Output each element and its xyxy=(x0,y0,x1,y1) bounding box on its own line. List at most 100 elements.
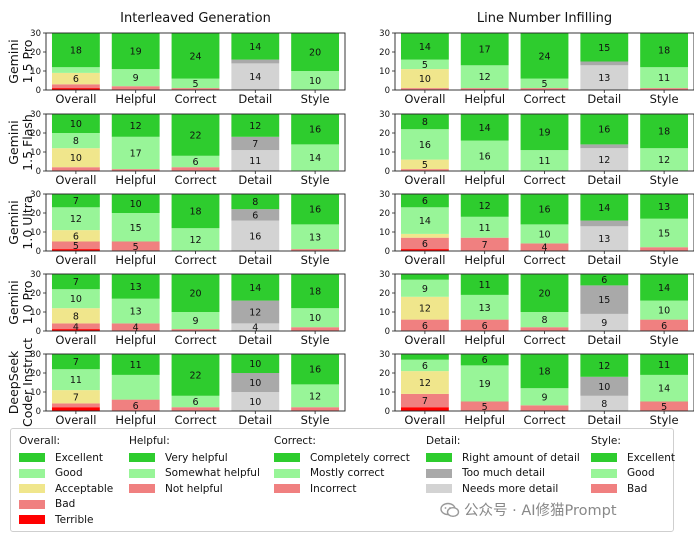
legend-swatch xyxy=(274,468,300,478)
data-label: 5 xyxy=(192,79,198,90)
data-label: 15 xyxy=(130,223,142,234)
data-label: 10 xyxy=(309,76,321,87)
bar-segment xyxy=(51,403,100,408)
data-label: 20 xyxy=(538,289,550,300)
data-label: 16 xyxy=(309,125,321,136)
data-label: 22 xyxy=(189,370,201,381)
data-label: 14 xyxy=(249,72,261,83)
bar-segment xyxy=(51,148,100,168)
bar-segment xyxy=(400,279,449,297)
legend-label: Bad xyxy=(627,482,648,495)
bar-segment xyxy=(291,224,340,250)
x-tick-label: Correct xyxy=(175,173,217,187)
bar-segment xyxy=(51,289,100,309)
bar-segment xyxy=(640,274,689,301)
data-label: 12 xyxy=(70,214,82,225)
x-tick-label: Overall xyxy=(55,253,96,267)
data-label: 7 xyxy=(73,357,79,368)
legend-label: Good xyxy=(627,467,655,480)
legend-item: Needs more detail xyxy=(426,481,580,497)
bar-segment xyxy=(171,114,220,156)
y-tick-label: 0 xyxy=(385,407,390,417)
data-label: 14 xyxy=(249,42,261,53)
data-label: 10 xyxy=(130,199,142,210)
bar-segment xyxy=(640,33,689,68)
bar-segment xyxy=(51,308,100,324)
bar-segment xyxy=(111,69,160,87)
bar-segment xyxy=(520,312,569,328)
bar-segment xyxy=(51,249,100,251)
bar-segment xyxy=(460,194,509,217)
bar-segment xyxy=(520,194,569,225)
x-tick-label: Helpful xyxy=(464,333,505,347)
data-label: 8 xyxy=(601,399,607,410)
data-label: 9 xyxy=(133,73,139,84)
bar-segment xyxy=(640,354,689,375)
legend-item: Excellent xyxy=(591,450,675,466)
data-label: 8 xyxy=(73,311,79,322)
x-tick-label: Overall xyxy=(404,333,445,347)
bar-segment xyxy=(51,133,100,149)
bar-segment xyxy=(171,33,220,79)
data-label: 11 xyxy=(658,360,670,371)
y-tick-label: 20 xyxy=(379,289,390,299)
bar-segment xyxy=(231,392,280,411)
bar-segment xyxy=(400,237,449,250)
data-label: 12 xyxy=(309,391,321,402)
bar-segment xyxy=(520,388,569,406)
bar-segment xyxy=(231,194,280,210)
bar-segment xyxy=(51,390,100,404)
x-tick-label: Detail xyxy=(238,92,272,106)
legend-item: Acceptable xyxy=(19,481,113,497)
x-tick-label: Detail xyxy=(587,253,621,267)
bar-segment xyxy=(400,233,449,238)
x-tick-label: Correct xyxy=(524,92,566,106)
y-tick-label: 0 xyxy=(36,407,41,417)
legend-group-title: Helpful: xyxy=(129,435,170,447)
y-tick-label: 20 xyxy=(30,209,41,219)
data-label: 10 xyxy=(249,359,261,370)
bar-segment xyxy=(51,407,100,411)
data-label: 14 xyxy=(419,42,431,53)
bar-segment xyxy=(291,144,340,171)
y-tick-label: 10 xyxy=(30,67,41,77)
bar-segment xyxy=(580,144,629,149)
data-label: 6 xyxy=(133,401,139,412)
data-label: 10 xyxy=(249,378,261,389)
y-tick-label: 0 xyxy=(385,327,390,337)
data-label: 10 xyxy=(419,74,431,85)
y-tick-label: 30 xyxy=(379,350,390,360)
data-label: 20 xyxy=(189,289,201,300)
bar-segment xyxy=(171,155,220,168)
data-label: 14 xyxy=(479,123,491,134)
bar-segment xyxy=(111,274,160,299)
bar-segment xyxy=(51,207,100,231)
bar-segment xyxy=(231,300,280,324)
bar-segment xyxy=(51,88,100,90)
data-label: 12 xyxy=(419,378,431,389)
x-tick-label: Helpful xyxy=(115,173,156,187)
data-label: 4 xyxy=(73,322,79,333)
data-label: 6 xyxy=(422,196,428,207)
legend-item: Very helpful xyxy=(129,450,260,466)
row-label-line: Gemini xyxy=(6,120,21,164)
data-label: 6 xyxy=(252,210,258,221)
x-tick-label: Correct xyxy=(175,413,217,427)
x-tick-label: Style xyxy=(301,333,330,347)
bar-segment xyxy=(51,241,100,250)
data-label: 18 xyxy=(309,287,321,298)
y-tick-label: 30 xyxy=(379,110,390,120)
legend-item: Somewhat helpful xyxy=(129,466,260,482)
row-label-line: DeepSeek xyxy=(6,350,21,414)
bar-segment xyxy=(171,329,220,331)
legend-item: Terrible xyxy=(19,512,113,528)
data-label: 18 xyxy=(658,127,670,138)
bar-segment xyxy=(580,61,629,66)
row-label-line: Gemini xyxy=(6,280,21,324)
data-label: 15 xyxy=(598,43,610,54)
data-label: 19 xyxy=(130,47,142,58)
x-tick-label: Correct xyxy=(524,173,566,187)
legend-label: Good xyxy=(55,467,83,480)
bar-segment xyxy=(51,114,100,133)
y-tick-label: 10 xyxy=(379,308,390,318)
